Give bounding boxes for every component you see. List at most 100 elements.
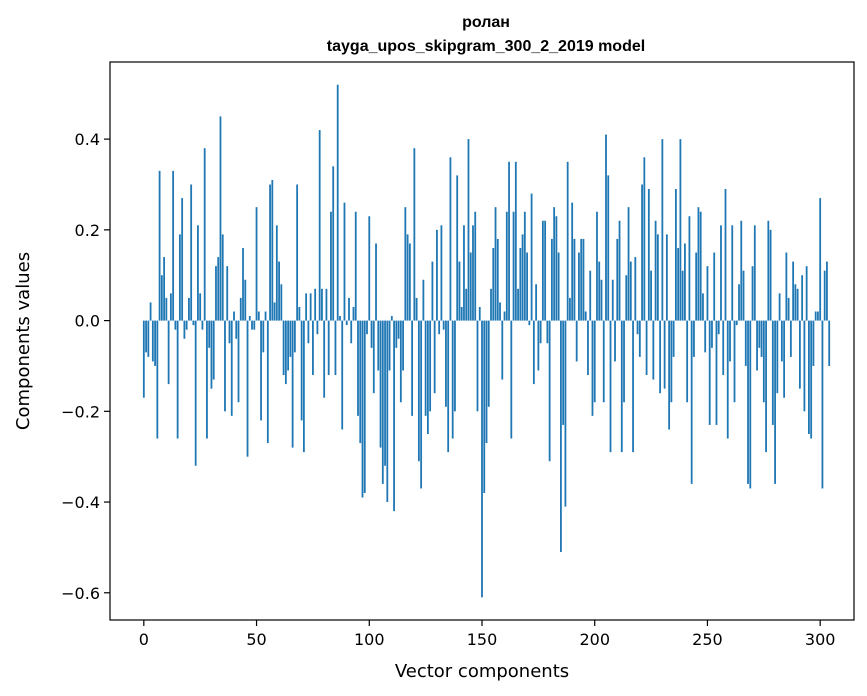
bar-component-133	[442, 320, 445, 330]
bar-component-294	[805, 266, 808, 321]
x-tick-label: 250	[692, 630, 723, 649]
bar-component-231	[663, 320, 666, 389]
bar-component-165	[514, 161, 517, 321]
bar-component-286	[787, 297, 790, 321]
bar-component-269	[749, 320, 752, 489]
x-tick-label: 200	[579, 630, 610, 649]
bar-component-148	[476, 320, 479, 412]
bar-component-300	[819, 198, 822, 321]
bar-component-252	[711, 320, 713, 348]
bar-component-253	[713, 252, 716, 321]
y-axis-label: Components values	[13, 252, 34, 430]
bar-component-172	[530, 193, 533, 321]
bar-component-92	[350, 320, 353, 344]
bar-component-101	[370, 320, 373, 348]
bar-component-219	[636, 320, 639, 335]
bar-component-9	[163, 257, 166, 321]
bar-component-199	[591, 320, 594, 416]
bar-component-105	[379, 320, 382, 448]
bar-component-281	[776, 320, 779, 394]
bar-component-116	[404, 207, 407, 321]
bar-component-129	[433, 320, 436, 394]
bar-component-284	[783, 320, 786, 398]
bar-component-38	[228, 320, 231, 344]
bar-component-20	[188, 297, 190, 321]
x-tick-label: 100	[354, 630, 385, 649]
bar-component-254	[715, 320, 718, 425]
bar-component-147	[474, 211, 477, 321]
bar-component-134	[445, 320, 447, 407]
bar-component-57	[271, 179, 274, 321]
bar-component-228	[656, 234, 659, 321]
bar-component-182	[553, 207, 556, 321]
bar-component-152	[485, 320, 488, 444]
bar-component-72	[305, 293, 308, 321]
bar-component-259	[726, 320, 729, 439]
bar-component-235	[672, 320, 675, 357]
bar-component-296	[810, 320, 813, 439]
bar-component-42	[237, 320, 240, 403]
bar-component-33	[217, 257, 220, 321]
bar-component-201	[596, 211, 598, 321]
bar-component-138	[454, 320, 456, 412]
bar-component-118	[408, 243, 411, 321]
bar-component-213	[623, 320, 625, 403]
bar-component-270	[751, 266, 754, 321]
bar-component-137	[451, 320, 454, 439]
bar-component-25	[199, 293, 202, 321]
bar-component-275	[762, 320, 765, 403]
bar-component-8	[160, 275, 163, 321]
bar-component-261	[731, 225, 734, 321]
bar-component-18	[183, 320, 186, 339]
bar-component-117	[406, 234, 409, 321]
bar-component-279	[771, 320, 774, 425]
bar-component-139	[456, 175, 459, 321]
bar-component-21	[190, 184, 193, 321]
bar-component-266	[742, 270, 745, 321]
bar-component-114	[399, 320, 402, 403]
bar-component-28	[206, 320, 208, 439]
bar-component-234	[670, 320, 673, 403]
bar-component-36	[224, 320, 226, 412]
bar-component-177	[541, 220, 544, 321]
bar-component-64	[287, 320, 290, 371]
bar-component-98	[363, 320, 366, 493]
bar-component-298	[814, 311, 817, 321]
bar-component-113	[397, 320, 400, 339]
bar-component-233	[668, 320, 671, 430]
bar-component-35	[221, 234, 224, 321]
bar-component-123	[420, 320, 423, 489]
bar-component-24	[197, 225, 199, 321]
bar-component-291	[798, 320, 801, 389]
bar-component-63	[284, 320, 287, 385]
bar-component-193	[578, 252, 580, 321]
bar-component-41	[235, 320, 238, 339]
bar-component-50	[255, 207, 258, 321]
bar-component-282	[778, 293, 781, 321]
bar-component-128	[431, 261, 434, 321]
bar-component-83	[330, 211, 332, 321]
bar-component-141	[460, 306, 463, 321]
bar-component-27	[203, 148, 206, 321]
bar-component-257	[722, 320, 725, 376]
bar-component-6	[156, 320, 159, 439]
bar-component-220	[638, 320, 641, 357]
bar-component-159	[501, 320, 504, 380]
bar-component-51	[257, 311, 260, 321]
bar-component-210	[616, 238, 619, 321]
bar-component-302	[823, 270, 826, 321]
bar-component-90	[345, 320, 348, 326]
y-tick-label: −0.6	[61, 584, 100, 603]
bar-component-218	[634, 257, 637, 321]
bar-component-256	[720, 225, 722, 321]
bar-component-244	[693, 320, 695, 357]
bar-component-202	[598, 261, 601, 321]
bar-component-295	[808, 320, 810, 434]
bar-component-19	[185, 320, 188, 330]
bar-component-174	[535, 284, 538, 321]
bar-component-197	[587, 320, 589, 376]
bar-component-274	[760, 320, 763, 357]
bar-component-7	[158, 170, 161, 321]
bar-component-142	[463, 225, 465, 321]
bar-component-190	[571, 202, 574, 321]
